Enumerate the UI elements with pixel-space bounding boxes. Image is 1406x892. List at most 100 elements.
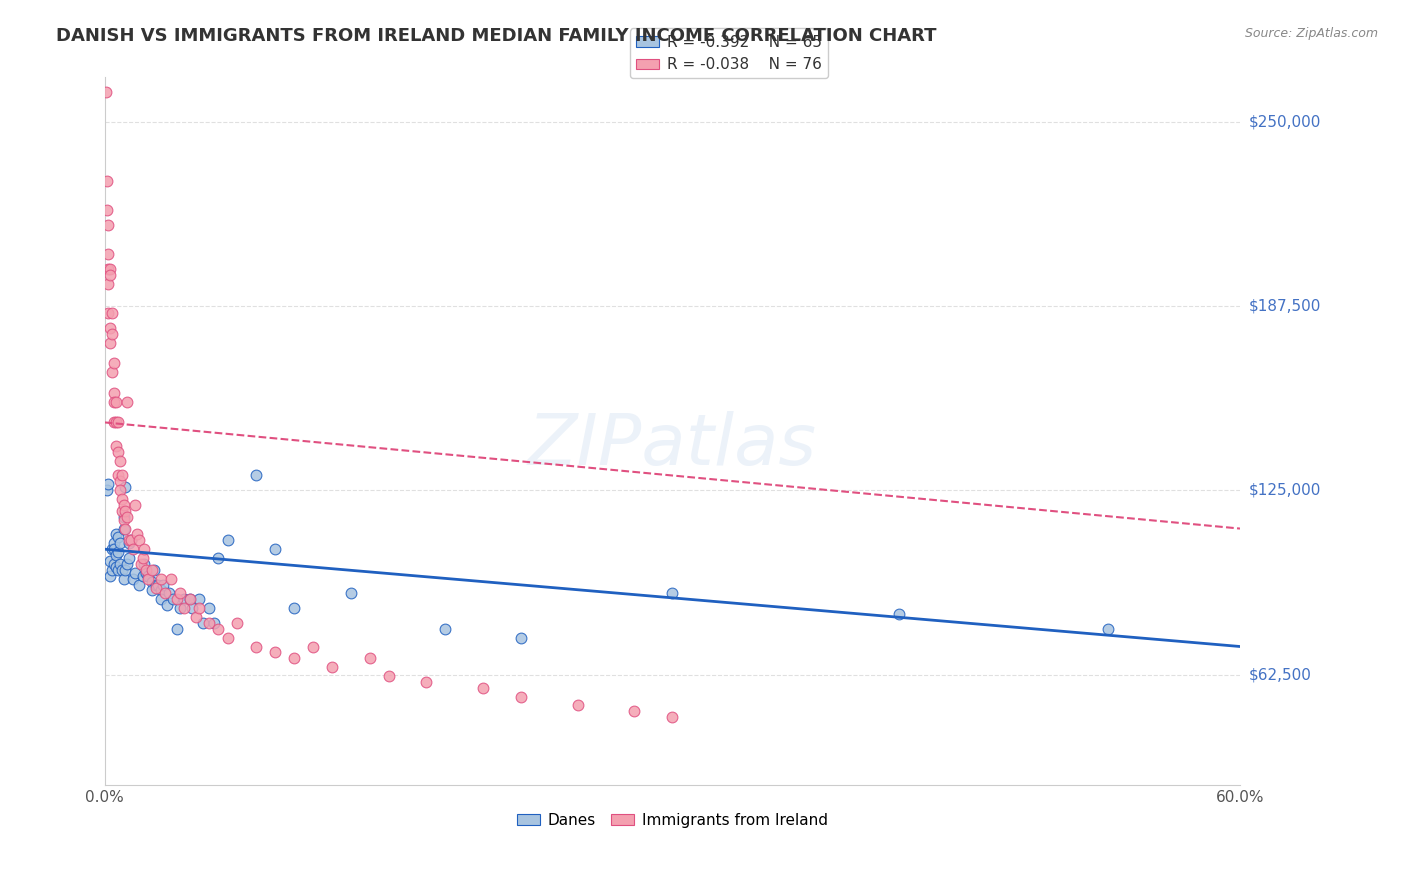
Point — [111, 504, 134, 518]
Point — [377, 669, 399, 683]
Point — [166, 592, 188, 607]
Point — [245, 640, 267, 654]
Point — [180, 601, 202, 615]
Point — [160, 572, 183, 586]
Text: $250,000: $250,000 — [1249, 114, 1320, 129]
Point — [107, 468, 129, 483]
Point — [96, 483, 118, 498]
Point — [98, 554, 121, 568]
Point — [162, 592, 184, 607]
Point — [510, 690, 533, 704]
Point — [98, 568, 121, 582]
Point — [135, 563, 157, 577]
Point — [118, 551, 141, 566]
Point — [283, 651, 305, 665]
Point — [101, 306, 124, 320]
Point — [134, 557, 156, 571]
Point — [108, 454, 131, 468]
Point — [108, 475, 131, 489]
Text: Source: ZipAtlas.com: Source: ZipAtlas.com — [1244, 27, 1378, 40]
Point — [117, 557, 139, 571]
Point — [264, 542, 287, 557]
Point — [156, 599, 179, 613]
Point — [101, 542, 124, 557]
Point — [112, 522, 135, 536]
Point — [150, 572, 173, 586]
Point — [118, 533, 141, 548]
Point — [510, 631, 533, 645]
Point — [112, 572, 135, 586]
Point — [112, 498, 135, 512]
Point — [207, 622, 229, 636]
Text: $62,500: $62,500 — [1249, 667, 1312, 682]
Point — [124, 566, 146, 580]
Point — [179, 592, 201, 607]
Point — [98, 268, 121, 282]
Point — [155, 586, 177, 600]
Point — [107, 416, 129, 430]
Point — [108, 557, 131, 571]
Point — [472, 681, 495, 695]
Point — [321, 660, 343, 674]
Point — [120, 533, 142, 548]
Text: DANISH VS IMMIGRANTS FROM IRELAND MEDIAN FAMILY INCOME CORRELATION CHART: DANISH VS IMMIGRANTS FROM IRELAND MEDIAN… — [56, 27, 936, 45]
Point — [105, 560, 128, 574]
Point — [107, 563, 129, 577]
Point — [245, 468, 267, 483]
Point — [103, 386, 125, 401]
Point — [105, 548, 128, 562]
Point — [98, 262, 121, 277]
Point — [173, 592, 195, 607]
Point — [112, 513, 135, 527]
Point — [157, 586, 180, 600]
Point — [207, 551, 229, 566]
Point — [567, 698, 589, 713]
Point — [191, 615, 214, 630]
Point — [623, 705, 645, 719]
Point — [107, 530, 129, 544]
Point — [117, 509, 139, 524]
Point — [136, 572, 159, 586]
Point — [114, 563, 136, 577]
Point — [97, 277, 120, 291]
Point — [141, 563, 163, 577]
Point — [122, 542, 145, 557]
Point — [117, 394, 139, 409]
Point — [264, 645, 287, 659]
Point — [122, 572, 145, 586]
Point — [152, 577, 174, 591]
Point — [124, 498, 146, 512]
Point — [125, 527, 148, 541]
Point — [111, 563, 134, 577]
Point — [105, 394, 128, 409]
Point — [169, 586, 191, 600]
Point — [131, 551, 153, 566]
Point — [184, 610, 207, 624]
Point — [108, 483, 131, 498]
Point — [141, 583, 163, 598]
Point — [103, 394, 125, 409]
Point — [118, 536, 141, 550]
Point — [97, 477, 120, 491]
Point — [101, 563, 124, 577]
Point — [105, 439, 128, 453]
Point — [217, 533, 239, 548]
Point — [145, 577, 167, 591]
Point — [197, 615, 219, 630]
Point — [128, 533, 150, 548]
Point — [96, 262, 118, 277]
Point — [120, 533, 142, 548]
Text: ZIPatlas: ZIPatlas — [527, 411, 817, 480]
Point — [107, 445, 129, 459]
Point — [101, 365, 124, 379]
Point — [101, 326, 124, 341]
Point — [197, 601, 219, 615]
Point — [111, 468, 134, 483]
Point — [103, 557, 125, 571]
Legend: Danes, Immigrants from Ireland: Danes, Immigrants from Ireland — [510, 807, 834, 834]
Point — [169, 601, 191, 615]
Point — [111, 492, 134, 507]
Point — [173, 601, 195, 615]
Point — [188, 601, 211, 615]
Text: $187,500: $187,500 — [1249, 299, 1320, 313]
